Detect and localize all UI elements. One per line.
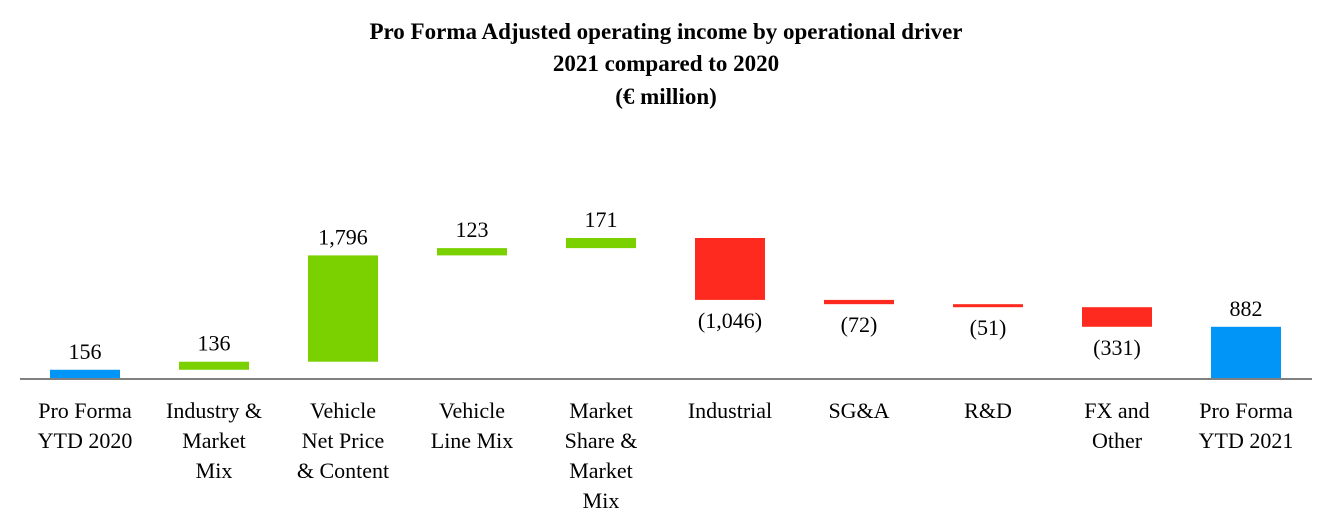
category-label-0-line-0: Pro Forma xyxy=(38,398,132,423)
value-label-1: 136 xyxy=(198,331,231,356)
category-label-3-line-1: Line Mix xyxy=(431,428,514,453)
bar-6 xyxy=(824,299,894,305)
value-label-8: (331) xyxy=(1093,335,1141,360)
chart-title-line-2: 2021 compared to 2020 xyxy=(553,51,779,76)
value-label-7: (51) xyxy=(970,315,1007,340)
category-label-8-line-1: Other xyxy=(1092,428,1143,453)
category-label-1-line-0: Industry & xyxy=(166,398,262,423)
category-label-6-line-0: SG&A xyxy=(828,398,889,423)
bar-0 xyxy=(50,369,120,379)
category-label-3-line-0: Vehicle xyxy=(439,398,505,423)
bar-5 xyxy=(695,237,765,300)
category-label-2-line-2: & Content xyxy=(297,458,389,483)
category-label-4-line-0: Market xyxy=(569,398,633,423)
category-label-1-line-2: Mix xyxy=(196,458,233,483)
category-label-4-line-2: Market xyxy=(569,458,633,483)
value-label-0: 156 xyxy=(69,339,102,364)
category-label-8-line-0: FX and xyxy=(1084,398,1149,423)
category-label-1-line-1: Market xyxy=(182,428,246,453)
bars-group xyxy=(50,237,1281,379)
category-label-2-line-1: Net Price xyxy=(302,428,384,453)
bar-4 xyxy=(566,237,636,249)
category-label-5-line-0: Industrial xyxy=(688,398,772,423)
category-label-0-line-1: YTD 2020 xyxy=(38,428,133,453)
bar-9 xyxy=(1211,326,1281,379)
bar-3 xyxy=(437,248,507,256)
category-label-9-line-1: YTD 2021 xyxy=(1199,428,1294,453)
value-label-5: (1,046) xyxy=(698,308,762,333)
bar-2 xyxy=(308,255,378,362)
chart-title-line-1: Pro Forma Adjusted operating income by o… xyxy=(369,19,962,44)
value-labels-group: 156 136 1,796 123 171 (1,046) (72) (51) (331) 882 xyxy=(69,207,1263,364)
category-label-7-line-0: R&D xyxy=(964,398,1012,423)
value-label-9: 882 xyxy=(1230,296,1263,321)
bar-1 xyxy=(179,361,249,370)
value-label-6: (72) xyxy=(841,312,878,337)
category-label-9-line-0: Pro Forma xyxy=(1199,398,1293,423)
category-labels-group: Pro Forma YTD 2020 Industry & Market Mix Vehi… xyxy=(38,398,1294,513)
value-label-2: 1,796 xyxy=(318,224,368,249)
category-label-4-line-1: Share & xyxy=(565,428,638,453)
chart-title-line-3: (€ million) xyxy=(615,84,717,109)
value-label-3: 123 xyxy=(456,217,489,242)
category-label-2-line-0: Vehicle xyxy=(310,398,376,423)
chart-title: Pro Forma Adjusted operating income by o… xyxy=(369,19,962,109)
category-label-4-line-3: Mix xyxy=(583,488,620,513)
value-label-4: 171 xyxy=(585,207,618,232)
bar-8 xyxy=(1082,307,1152,327)
bar-7 xyxy=(953,304,1023,308)
